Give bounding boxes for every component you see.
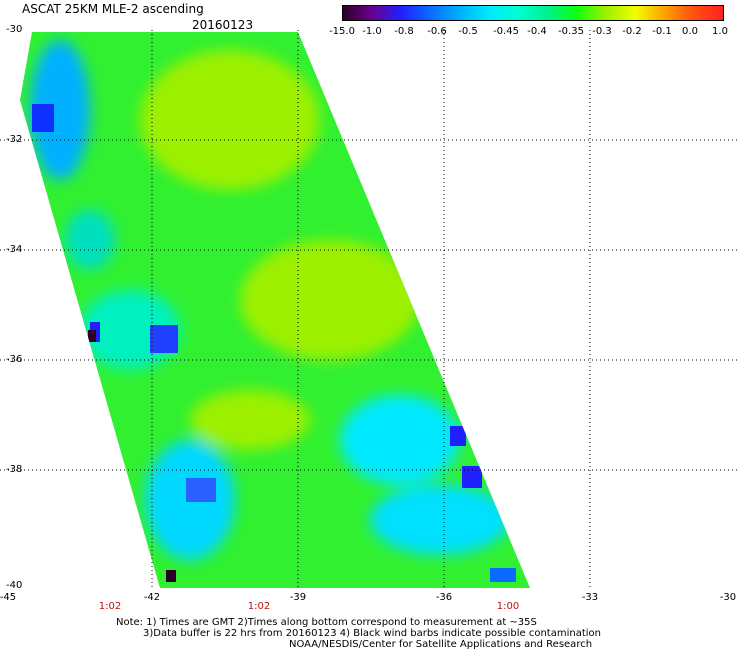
lon-label: -36 <box>435 592 453 603</box>
cb-label: -0.35 <box>558 26 584 37</box>
lat-label: -38 <box>6 464 23 475</box>
lat-label: -34 <box>6 244 23 255</box>
cb-label: -0.8 <box>394 26 414 37</box>
chart-date: 20160123 <box>192 18 254 32</box>
satellite-swath-map <box>0 30 740 588</box>
lon-label: -33 <box>581 592 599 603</box>
cb-label: -1.0 <box>362 26 382 37</box>
note-line-1: Note: 1) Times are GMT 2)Times along bot… <box>116 617 537 628</box>
chart-title: ASCAT 25KM MLE-2 ascending <box>22 2 204 16</box>
cb-label: -0.4 <box>527 26 547 37</box>
lon-grid-lines <box>151 30 591 588</box>
cb-label: -0.45 <box>493 26 519 37</box>
time-label: 1:02 <box>98 601 122 612</box>
cb-label: -0.6 <box>427 26 447 37</box>
lat-label: -32 <box>6 134 23 145</box>
lat-grid-lines <box>0 139 740 471</box>
cb-label: -15.0 <box>329 26 355 37</box>
time-label: 1:00 <box>496 601 520 612</box>
cb-label: 1.0 <box>712 26 728 37</box>
lon-label: -45 <box>0 592 17 603</box>
cb-label: -0.5 <box>458 26 478 37</box>
lat-label: -40 <box>6 580 23 591</box>
swath-field <box>20 32 530 588</box>
lat-label: -36 <box>6 354 23 365</box>
lon-label: -42 <box>143 592 161 603</box>
lat-label: -30 <box>6 24 23 35</box>
cb-label: 0.0 <box>682 26 698 37</box>
cb-label: -0.2 <box>622 26 642 37</box>
note-line-2: 3)Data buffer is 22 hrs from 20160123 4)… <box>143 628 601 639</box>
lon-label: -30 <box>719 592 737 603</box>
lon-label: -39 <box>289 592 307 603</box>
cb-label: -0.3 <box>592 26 612 37</box>
time-label: 1:02 <box>247 601 271 612</box>
note-line-3: NOAA/NESDIS/Center for Satellite Applica… <box>289 639 593 650</box>
color-scale-bar <box>342 5 724 21</box>
cb-label: -0.1 <box>652 26 672 37</box>
